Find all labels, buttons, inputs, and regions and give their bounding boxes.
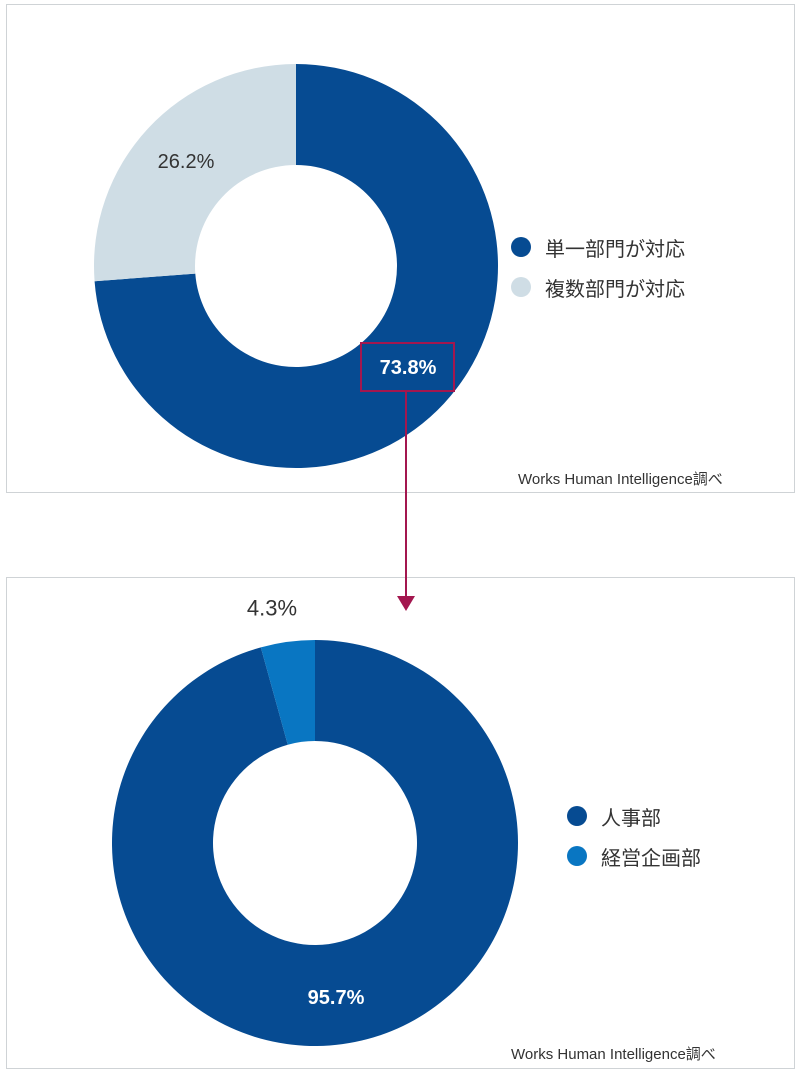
donut-0-slice-0	[94, 64, 498, 468]
legend-swatch-corporate-planning	[567, 846, 587, 866]
legend-label-corporate-planning: 経営企画部	[601, 845, 701, 870]
legend-item-corporate-planning: 経営企画部	[567, 836, 701, 876]
source-note-top: Works Human Intelligence調べ	[518, 471, 723, 488]
legend-item-multiple-departments: 複数部門が対応	[511, 267, 685, 307]
highlight-box	[360, 342, 455, 392]
legend-label-multiple-departments: 複数部門が対応	[545, 276, 685, 301]
legend-label-single-department: 単一部門が対応	[545, 236, 685, 261]
legend-item-hr-department: 人事部	[567, 796, 701, 836]
legend-swatch-single-department	[511, 237, 531, 257]
donut-1-slice-0	[112, 640, 518, 1046]
legend-bottom: 人事部 経営企画部	[567, 796, 701, 876]
legend-label-hr-department: 人事部	[601, 805, 661, 830]
source-note-bottom: Works Human Intelligence調べ	[511, 1046, 716, 1063]
donut-1-data-label-0: 95.7%	[308, 987, 365, 1009]
donut-0-data-label-1: 26.2%	[158, 151, 215, 173]
connector-arrowhead	[397, 596, 415, 611]
legend-item-single-department: 単一部門が対応	[511, 227, 685, 267]
donut-0-data-label-0: 73.8%	[380, 357, 437, 379]
donut-1-slice-1	[260, 639, 315, 745]
legend-swatch-multiple-departments	[511, 277, 531, 297]
legend-top: 単一部門が対応 複数部門が対応	[511, 227, 685, 307]
legend-swatch-hr-department	[567, 806, 587, 826]
donut-0-slice-1	[94, 64, 297, 282]
donut-1-data-label-1: 4.3%	[247, 596, 297, 621]
